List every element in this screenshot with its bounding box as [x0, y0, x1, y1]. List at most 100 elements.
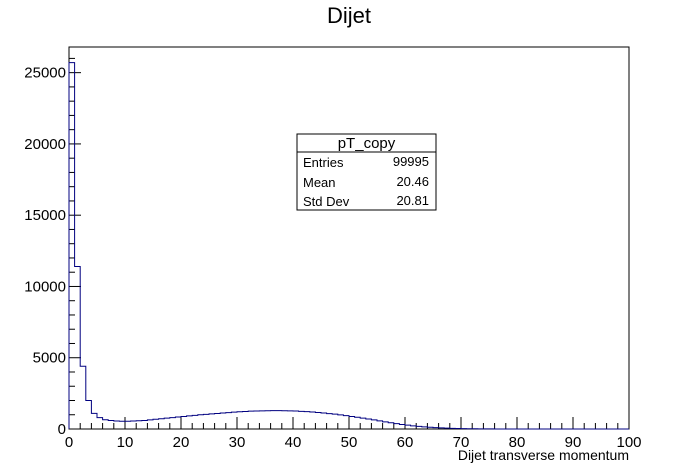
histogram-bin: [315, 412, 321, 429]
histogram-bin: [411, 426, 417, 429]
histogram-bin: [254, 411, 260, 429]
histogram-bin: [366, 419, 372, 429]
histogram-bin: [405, 425, 411, 429]
x-tick-label: 80: [509, 434, 526, 451]
stats-box-title: pT_copy: [338, 135, 396, 152]
y-tick-label: 10000: [24, 278, 66, 295]
y-axis: 0 5000 10000 15000 20000 25000: [24, 57, 81, 438]
plot-frame: [68, 46, 630, 430]
histogram-bin: [170, 418, 176, 429]
histogram-bin: [327, 414, 333, 429]
histogram-bin: [80, 366, 86, 429]
histogram-bin: [433, 428, 439, 429]
stats-box-frame: [296, 133, 437, 211]
x-tick-label: 90: [565, 434, 582, 451]
histogram-bin: [175, 417, 181, 429]
histogram-bin: [259, 411, 265, 429]
histogram-bin: [164, 418, 170, 429]
histogram-series: [68, 62, 629, 430]
histogram-bin: [181, 416, 187, 429]
histogram-bin: [91, 413, 97, 429]
histogram-bin: [444, 428, 450, 429]
histogram-bin: [287, 411, 293, 429]
histogram-bin: [108, 420, 114, 429]
histogram-bin: [69, 63, 75, 429]
stats-stddev-label: Std Dev: [303, 194, 350, 209]
histogram-bin: [282, 411, 288, 429]
histogram-bin: [220, 413, 226, 429]
x-tick-label: 0: [65, 434, 73, 451]
histogram-bin: [209, 414, 215, 429]
histogram-bin: [114, 421, 120, 429]
histogram-bin: [276, 411, 282, 429]
x-tick-label: 50: [341, 434, 358, 451]
stats-mean-label: Mean: [303, 175, 336, 190]
stats-stddev-value: 20.81: [396, 193, 429, 208]
histogram-bin: [187, 416, 193, 429]
histogram-bin: [416, 426, 422, 429]
histogram-bin: [248, 411, 254, 429]
histogram-bin: [304, 412, 310, 429]
histogram-bin: [383, 422, 389, 429]
histogram-bin: [243, 411, 249, 429]
stats-box: pT_copy Entries 99995 Mean 20.46 Std Dev…: [296, 133, 437, 211]
x-tick-label: 60: [397, 434, 414, 451]
histogram-bin: [237, 412, 243, 429]
histogram-bin: [439, 428, 445, 429]
histogram-bin: [332, 414, 338, 429]
stats-entries-value: 99995: [393, 154, 429, 169]
y-tick-label: 5000: [33, 350, 66, 367]
histogram-bin: [422, 427, 428, 429]
x-tick-label: 20: [173, 434, 190, 451]
histogram-bin: [360, 418, 366, 429]
y-tick-label: 25000: [24, 65, 66, 82]
histogram-bin: [321, 413, 327, 429]
x-tick-label: 70: [453, 434, 470, 451]
histogram-bin: [388, 423, 394, 429]
histogram-bin: [153, 419, 159, 429]
histogram-bin: [427, 427, 433, 429]
histogram-bin: [203, 414, 209, 429]
histogram-bin: [119, 421, 125, 429]
histogram-bin: [377, 421, 383, 429]
y-tick-label: 20000: [24, 136, 66, 153]
histogram-bin: [265, 411, 271, 429]
histogram-bin: [343, 416, 349, 429]
histogram-bin: [125, 421, 131, 429]
x-tick-label: 40: [285, 434, 302, 451]
y-tick-label: 15000: [24, 207, 66, 224]
histogram-bin: [355, 417, 361, 429]
x-axis: 0 10 20 30 40 50 60 70 80 90 100: [65, 417, 642, 451]
chart-title: Dijet: [327, 3, 371, 28]
histogram-bin: [86, 400, 92, 429]
histogram-bin: [299, 411, 305, 429]
histogram-bin: [450, 428, 456, 429]
histogram-bin: [338, 415, 344, 429]
stats-mean-value: 20.46: [396, 174, 429, 189]
histogram-bin: [75, 267, 81, 429]
histogram-bin: [192, 415, 198, 429]
histogram-bin: [271, 411, 277, 429]
histogram-bin: [142, 420, 148, 429]
histogram-bin: [226, 413, 232, 429]
histogram-bin: [215, 413, 221, 429]
histogram-bin: [103, 420, 109, 429]
y-tick-label: 0: [58, 421, 66, 438]
x-tick-label: 100: [616, 434, 641, 451]
histogram-line: [68, 62, 629, 430]
x-tick-label: 30: [229, 434, 246, 451]
histogram-bin: [399, 424, 405, 429]
histogram-bin: [310, 412, 316, 429]
histogram-bin: [159, 419, 165, 429]
histogram-bin: [198, 415, 204, 429]
histogram-bin: [293, 411, 299, 429]
histogram-bin: [371, 420, 377, 429]
x-tick-label: 10: [117, 434, 134, 451]
histogram-bin: [97, 418, 103, 429]
histogram-bin: [349, 416, 355, 429]
histogram-bin: [394, 424, 400, 429]
stats-entries-label: Entries: [303, 155, 344, 170]
x-axis-title: Dijet transverse momentum: [458, 447, 629, 463]
histogram-bin: [136, 421, 142, 429]
